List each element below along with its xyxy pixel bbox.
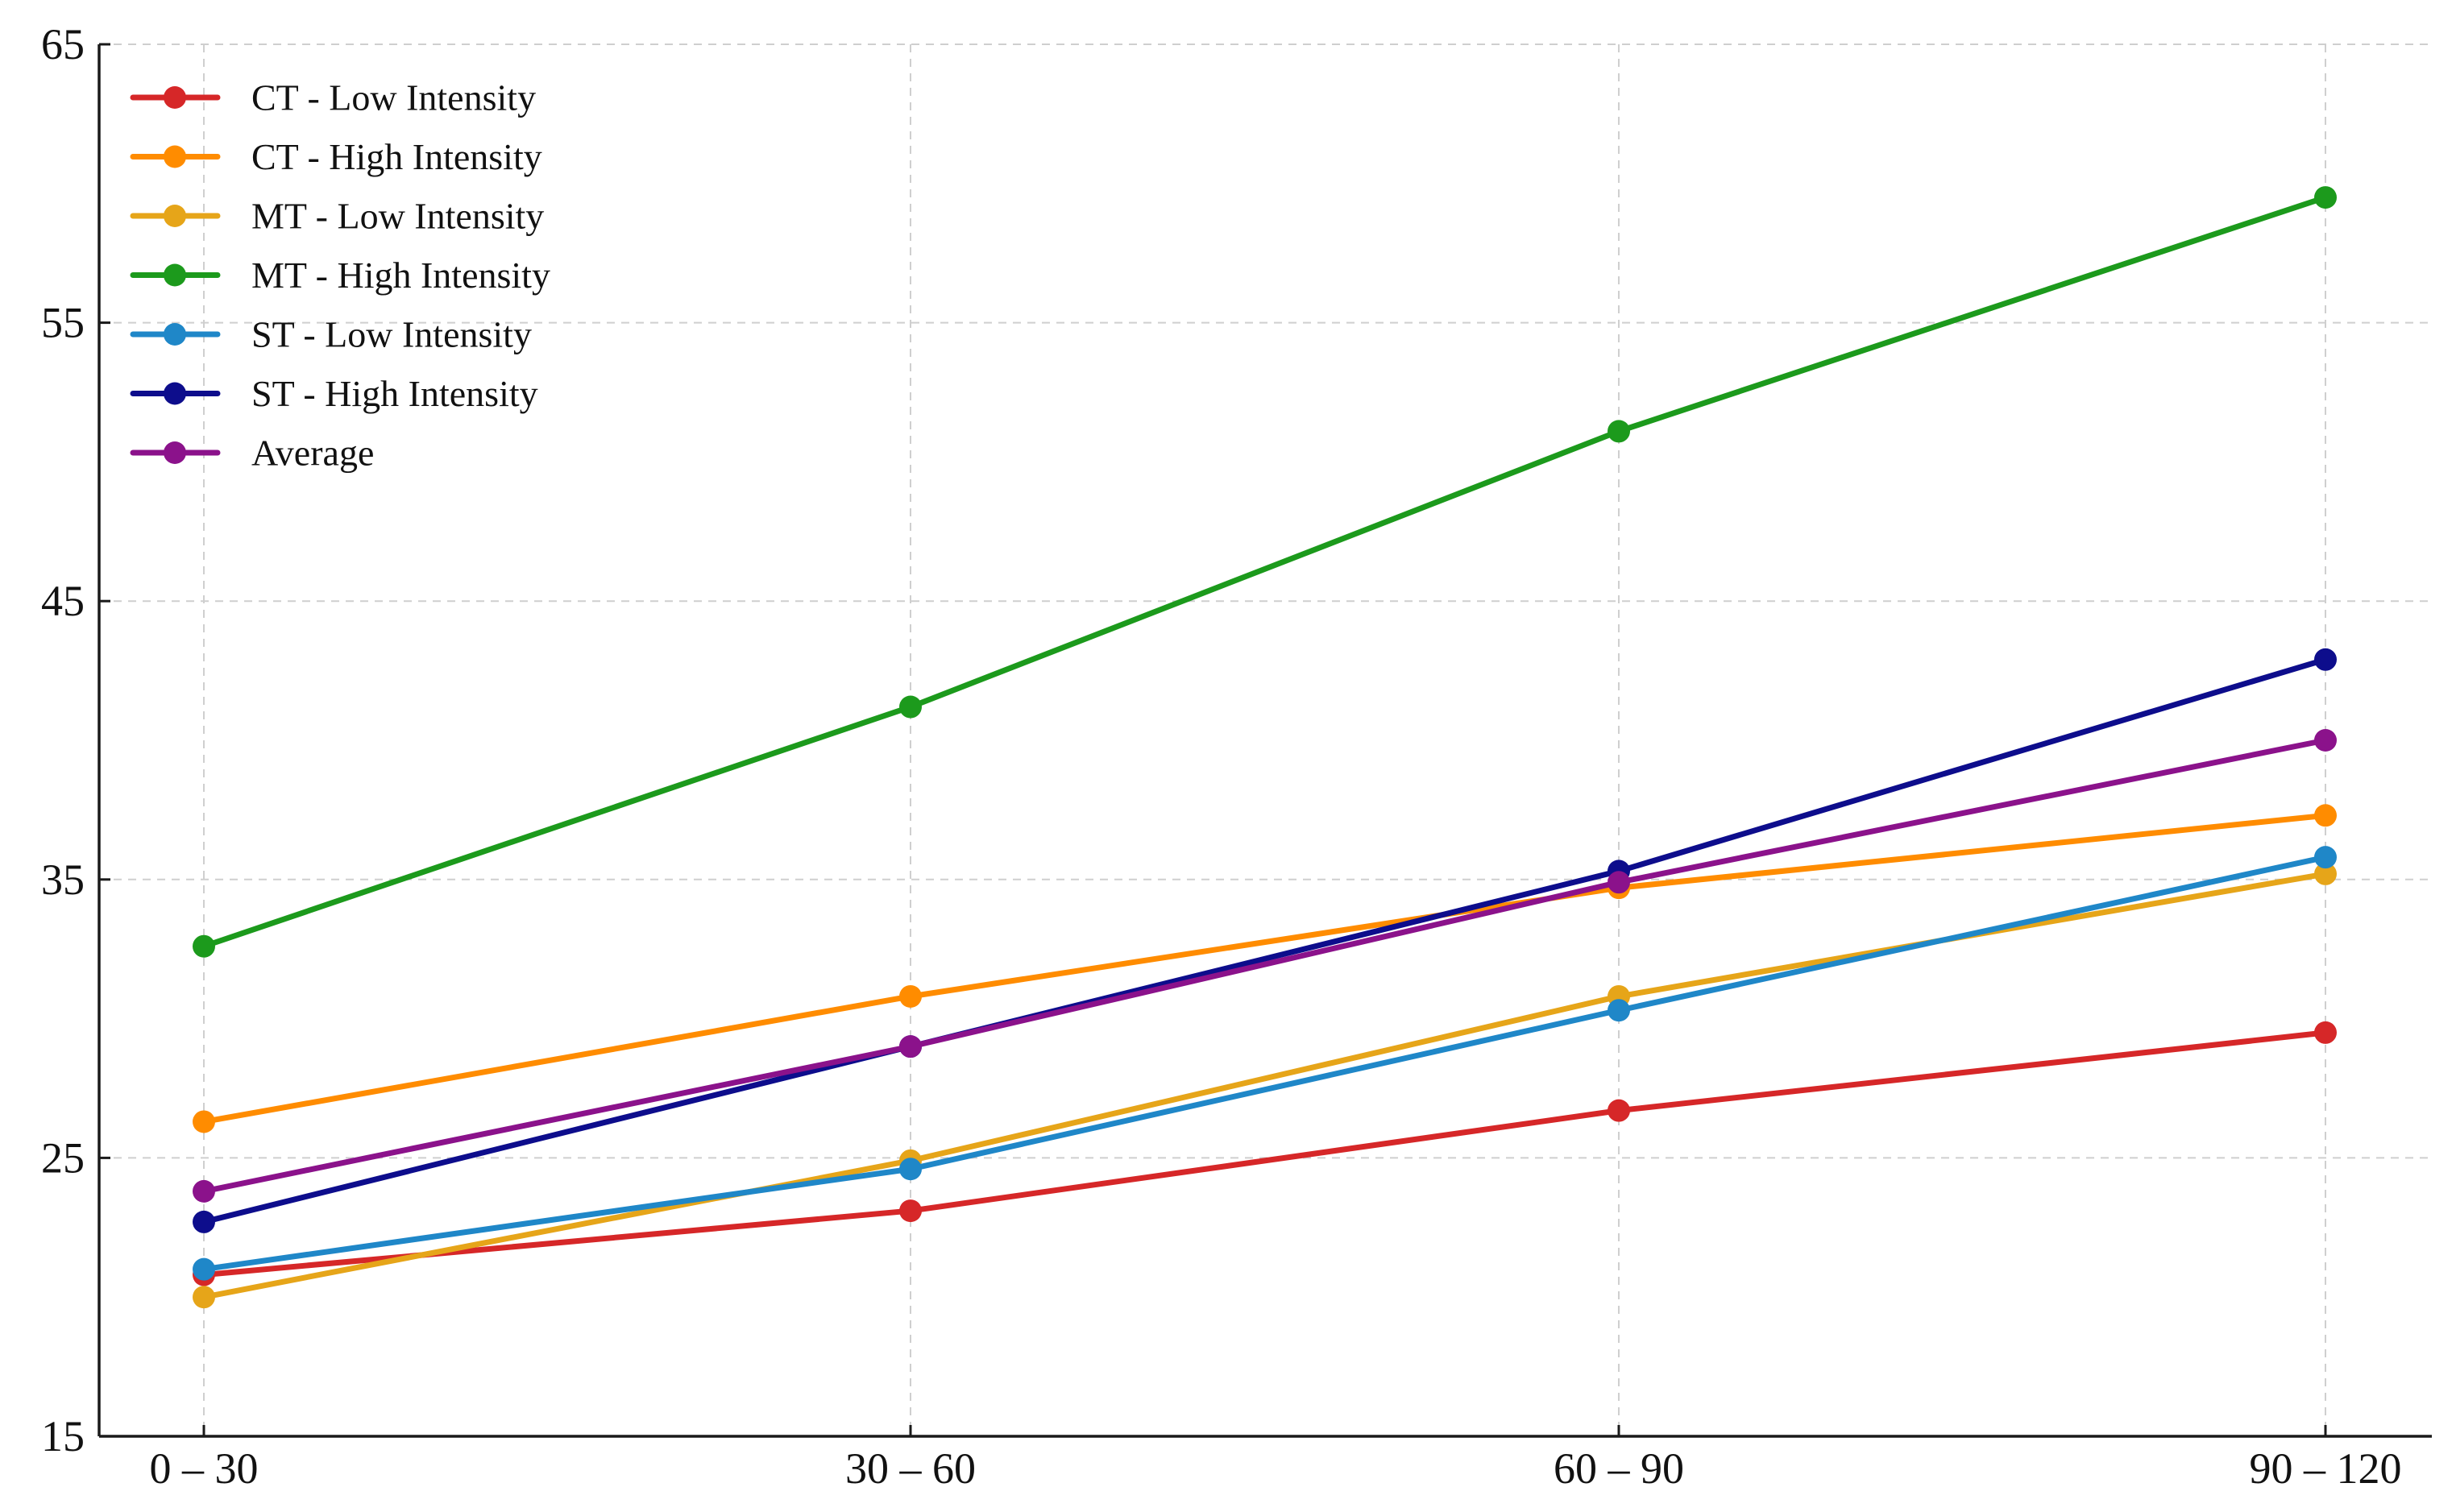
series-line	[201, 1029, 2329, 1278]
series-2	[193, 862, 2337, 1309]
data-point	[2314, 804, 2337, 827]
series-line	[201, 871, 2329, 1300]
series-lines	[193, 186, 2337, 1309]
data-point	[2314, 186, 2337, 209]
data-point	[193, 1110, 215, 1133]
data-point	[193, 1286, 215, 1309]
data-point	[899, 1035, 922, 1058]
data-point	[193, 934, 215, 958]
series-line	[201, 657, 2329, 1225]
series-4	[193, 846, 2337, 1281]
series-0	[193, 1021, 2337, 1286]
legend-swatch-marker	[164, 263, 186, 287]
legend-swatch-marker	[164, 441, 186, 464]
data-point	[899, 695, 922, 719]
data-point	[899, 1199, 922, 1223]
series-3	[193, 186, 2337, 958]
series-line	[201, 812, 2329, 1125]
legend-item: Average	[130, 433, 374, 474]
legend-label: MT - Low Intensity	[251, 196, 544, 237]
data-point	[193, 1210, 215, 1233]
x-tick-label: 60 – 90	[1554, 1444, 1684, 1493]
legend-label: ST - Low Intensity	[251, 314, 532, 355]
y-tick-label: 25	[41, 1133, 85, 1182]
data-point	[2314, 1021, 2337, 1044]
legend-label: MT - High Intensity	[251, 255, 550, 296]
legend-item: MT - Low Intensity	[130, 196, 544, 237]
y-tick-label: 15	[41, 1412, 85, 1460]
data-point	[899, 984, 922, 1008]
legend-swatch-marker	[164, 323, 186, 346]
axes: 15 25 35 45 55 65 0 – 30 30 – 60 60 – 90 90 – 120	[41, 20, 2432, 1493]
legend-item: ST - Low Intensity	[130, 314, 532, 355]
data-point	[193, 1179, 215, 1203]
data-point	[899, 1158, 922, 1181]
x-tick-label: 0 – 30	[150, 1444, 259, 1493]
legend-item: ST - High Intensity	[130, 373, 538, 414]
data-point	[2314, 648, 2337, 671]
legend-swatch-marker	[164, 205, 186, 227]
legend-item: MT - High Intensity	[130, 255, 550, 296]
legend-label: CT - Low Intensity	[251, 77, 536, 118]
legend-swatch-marker	[164, 382, 186, 405]
y-tick-label: 65	[41, 20, 85, 68]
grid	[99, 43, 2432, 1436]
series-line	[201, 194, 2329, 950]
data-point	[2314, 846, 2337, 869]
legend-label: ST - High Intensity	[251, 373, 538, 414]
legend-item: CT - High Intensity	[130, 136, 542, 177]
series-line	[201, 737, 2329, 1195]
x-tick-label: 30 – 60	[845, 1444, 976, 1493]
data-point	[1608, 1099, 1630, 1122]
series-1	[193, 804, 2337, 1133]
y-tick-label: 45	[41, 577, 85, 625]
legend-item: CT - Low Intensity	[130, 77, 536, 118]
data-point	[2314, 729, 2337, 752]
y-tick-label: 55	[41, 299, 85, 347]
data-point	[193, 1257, 215, 1281]
series-6	[193, 729, 2337, 1203]
legend-label: CT - High Intensity	[251, 136, 542, 177]
legend: CT - Low Intensity CT - High Intensity MT …	[130, 77, 550, 474]
data-point	[1608, 871, 1630, 894]
legend-swatch-marker	[164, 145, 186, 168]
data-point	[1608, 999, 1630, 1022]
legend-label: Average	[251, 433, 374, 474]
data-point	[1608, 420, 1630, 443]
data-point	[2314, 862, 2337, 885]
x-tick-label: 90 – 120	[2250, 1444, 2402, 1493]
y-tick-label: 35	[41, 855, 85, 904]
series-line	[201, 854, 2329, 1273]
legend-swatch-marker	[164, 86, 186, 109]
